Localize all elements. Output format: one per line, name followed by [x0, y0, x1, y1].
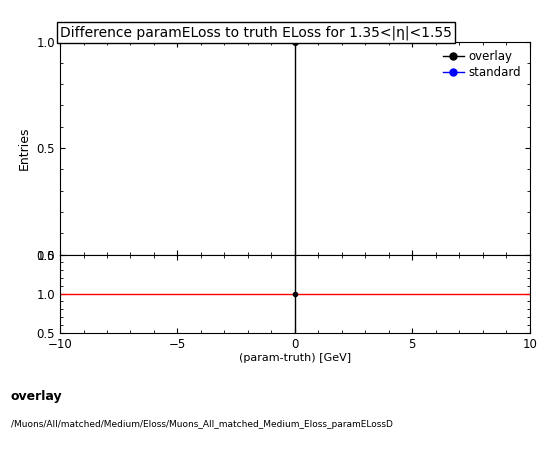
Text: overlay: overlay [11, 390, 63, 403]
Text: Difference paramELoss to truth ELoss for 1.35<|η|<1.55: Difference paramELoss to truth ELoss for… [60, 25, 452, 40]
Y-axis label: Entries: Entries [18, 126, 31, 170]
Legend: overlay, standard: overlay, standard [441, 48, 524, 82]
X-axis label: (param-truth) [GeV]: (param-truth) [GeV] [239, 353, 351, 363]
Text: /Muons/All/matched/Medium/Eloss/Muons_All_matched_Medium_Eloss_paramELossD: /Muons/All/matched/Medium/Eloss/Muons_Al… [11, 420, 393, 429]
